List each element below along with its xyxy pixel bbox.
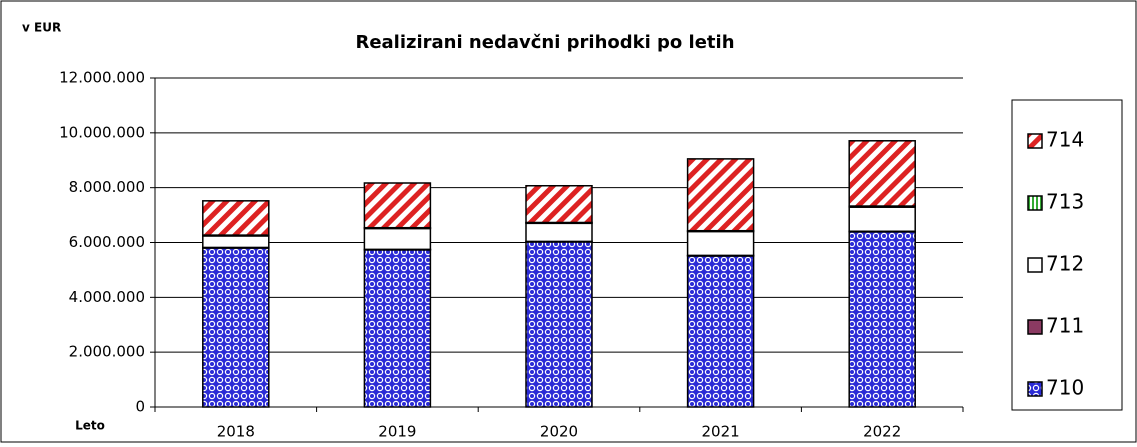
- bar-segment: [363, 249, 432, 408]
- legend-box: [1011, 99, 1123, 411]
- y-tick-label: 10.000.000: [59, 123, 145, 141]
- bar-segment: [525, 241, 593, 408]
- bar-segment: [202, 235, 270, 249]
- bar-segment: [525, 184, 593, 224]
- x-tick-label: 2019: [378, 423, 416, 441]
- bar-segment: [686, 230, 755, 257]
- legend-swatch: [1027, 133, 1043, 149]
- legend-swatch: [1027, 257, 1043, 273]
- bar-segment: [525, 222, 593, 243]
- bar-segment: [686, 158, 755, 232]
- chart-title: Realizirani nedavčni prihodki po letih: [355, 32, 734, 53]
- y-tick-label: 6.000.000: [69, 233, 145, 251]
- legend-swatch: [1027, 381, 1043, 397]
- bar-segment: [363, 182, 432, 229]
- bar-segment: [202, 247, 270, 408]
- bar-segment: [848, 140, 916, 207]
- y-tick-label: 2.000.000: [69, 343, 145, 361]
- bar-segment: [363, 227, 432, 251]
- y-tick-label: 12.000.000: [59, 69, 145, 87]
- legend-label: 712: [1046, 252, 1084, 276]
- x-axis-label: Leto: [75, 419, 105, 433]
- legend-swatch: [1027, 319, 1043, 335]
- y-tick-label: 4.000.000: [69, 288, 145, 306]
- bar-segment: [848, 206, 916, 233]
- bar-segment: [202, 200, 270, 236]
- bar-segment: [848, 231, 916, 408]
- x-tick-label: 2018: [217, 423, 255, 441]
- y-axis-label: v EUR: [22, 21, 61, 35]
- legend-label: 710: [1046, 376, 1084, 400]
- legend-swatch: [1027, 195, 1043, 211]
- x-tick-label: 2021: [702, 423, 740, 441]
- bar-segment: [686, 255, 755, 408]
- legend-label: 711: [1046, 314, 1084, 338]
- y-tick-label: 0: [135, 398, 145, 416]
- legend-label: 714: [1046, 128, 1084, 152]
- legend-label: 713: [1046, 190, 1084, 214]
- x-tick-label: 2020: [540, 423, 578, 441]
- y-tick-label: 8.000.000: [69, 178, 145, 196]
- x-tick-label: 2022: [863, 423, 901, 441]
